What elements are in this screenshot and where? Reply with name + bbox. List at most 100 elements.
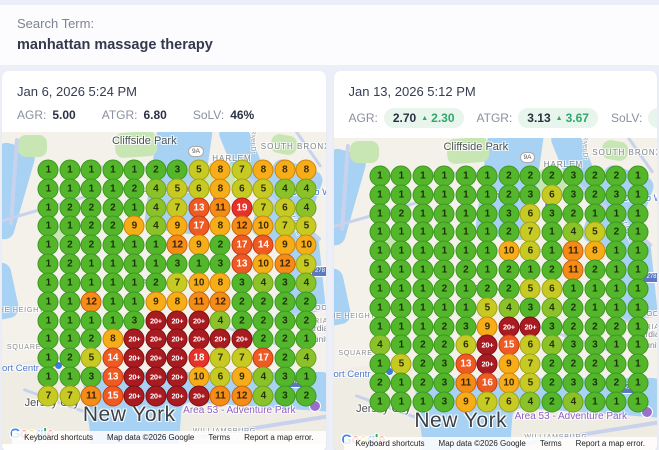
rank-pin[interactable]: 1 — [102, 310, 124, 332]
rank-pin[interactable]: 3 — [541, 316, 563, 338]
rank-pin[interactable]: 2 — [562, 353, 584, 375]
rank-pin[interactable]: 1 — [412, 297, 434, 319]
rank-pin[interactable]: 2 — [584, 316, 606, 338]
rank-pin[interactable]: 3 — [274, 385, 296, 407]
rank-pin[interactable]: 17 — [252, 347, 274, 369]
rank-pin[interactable]: 1 — [584, 391, 606, 413]
rank-pin[interactable]: 1 — [455, 221, 477, 243]
rank-pin[interactable]: 11 — [209, 385, 231, 407]
rank-pin[interactable]: 1 — [59, 310, 81, 332]
rank-pin[interactable]: 1 — [102, 272, 124, 294]
rank-pin[interactable]: 10 — [252, 253, 274, 275]
rank-pin[interactable]: 11 — [209, 197, 231, 219]
rank-pin[interactable]: 11 — [80, 385, 102, 407]
rank-pin[interactable]: 20+ — [123, 328, 145, 350]
rank-pin[interactable]: 4 — [541, 297, 563, 319]
rank-pin[interactable]: 1 — [412, 278, 434, 300]
rank-pin[interactable]: 9 — [455, 391, 477, 413]
rank-pin[interactable]: 17 — [231, 234, 253, 256]
rank-pin[interactable]: 8 — [209, 178, 231, 200]
rank-pin[interactable]: 1 — [412, 391, 434, 413]
rank-pin[interactable]: 6 — [541, 278, 563, 300]
rank-pin[interactable]: 1 — [59, 291, 81, 313]
rank-pin[interactable]: 6 — [455, 334, 477, 356]
rank-pin[interactable]: 4 — [519, 391, 541, 413]
rank-pin[interactable]: 3 — [455, 316, 477, 338]
rank-pin[interactable]: 3 — [519, 184, 541, 206]
rank-pin[interactable]: 12 — [231, 385, 253, 407]
rank-pin[interactable]: 2 — [252, 310, 274, 332]
rank-pin[interactable]: 3 — [274, 310, 296, 332]
rank-pin[interactable]: 1 — [390, 240, 412, 262]
rank-pin[interactable]: 2 — [59, 197, 81, 219]
rank-pin[interactable]: 20+ — [188, 310, 210, 332]
rank-pin[interactable]: 1 — [412, 184, 434, 206]
rank-pin[interactable]: 1 — [627, 334, 649, 356]
rank-pin[interactable]: 15 — [102, 385, 124, 407]
rank-pin[interactable]: 1 — [605, 391, 627, 413]
rank-pin[interactable]: 11 — [562, 240, 584, 262]
rank-pin[interactable]: 2 — [433, 278, 455, 300]
rank-pin[interactable]: 2 — [433, 316, 455, 338]
rank-pin[interactable]: 12 — [209, 291, 231, 313]
rank-pin[interactable]: 20+ — [519, 316, 541, 338]
rank-pin[interactable]: 6 — [209, 366, 231, 388]
rank-pin[interactable]: 1 — [80, 310, 102, 332]
rank-pin[interactable]: 1 — [369, 316, 391, 338]
rank-pin[interactable]: 8 — [209, 159, 231, 181]
rank-pin[interactable]: 7 — [252, 197, 274, 219]
rank-pin[interactable]: 2 — [605, 316, 627, 338]
rank-pin[interactable]: 1 — [390, 297, 412, 319]
rank-pin[interactable]: 20+ — [209, 328, 231, 350]
rank-pin[interactable]: 7 — [209, 347, 231, 369]
rank-pin[interactable]: 4 — [252, 385, 274, 407]
rank-pin[interactable]: 3 — [274, 272, 296, 294]
rank-pin[interactable]: 1 — [412, 259, 434, 281]
rank-pin[interactable]: 20+ — [498, 316, 520, 338]
rank-pin[interactable]: 1 — [123, 253, 145, 275]
rank-pin[interactable]: 3 — [519, 297, 541, 319]
rank-pin[interactable]: 2 — [295, 385, 317, 407]
rank-pin[interactable]: 1 — [627, 316, 649, 338]
rank-pin[interactable]: 10 — [295, 234, 317, 256]
rank-pin[interactable]: 1 — [412, 316, 434, 338]
rank-pin[interactable]: 2 — [562, 316, 584, 338]
rank-pin[interactable]: 1 — [627, 184, 649, 206]
rank-pin[interactable]: 2 — [295, 310, 317, 332]
rank-pin[interactable]: 20+ — [188, 385, 210, 407]
rank-pin[interactable]: 1 — [123, 159, 145, 181]
rank-pin[interactable]: 4 — [295, 178, 317, 200]
rank-pin[interactable]: 2 — [541, 391, 563, 413]
rank-pin[interactable]: 6 — [498, 391, 520, 413]
rank-pin[interactable]: 3 — [123, 310, 145, 332]
rank-pin[interactable]: 20+ — [145, 385, 167, 407]
rank-pin[interactable]: 1 — [476, 165, 498, 187]
rank-pin[interactable]: 4 — [209, 310, 231, 332]
report-map-error-link[interactable]: Report a map error. — [575, 439, 645, 448]
rank-pin[interactable]: 2 — [274, 291, 296, 313]
rank-pin[interactable]: 20+ — [123, 366, 145, 388]
rank-pin[interactable]: 7 — [519, 353, 541, 375]
keyboard-shortcuts-link[interactable]: Keyboard shortcuts — [355, 439, 425, 448]
rank-pin[interactable]: 6 — [519, 334, 541, 356]
rank-pin[interactable]: 1 — [369, 353, 391, 375]
rank-pin[interactable]: 9 — [476, 316, 498, 338]
rank-grid-map[interactable]: Cliffside Park SOUTH BRONX HARLEM River Dr 9… — [2, 132, 326, 444]
rank-pin[interactable]: 2 — [541, 372, 563, 394]
rank-pin[interactable]: 3 — [562, 334, 584, 356]
rank-pin[interactable]: 1 — [59, 159, 81, 181]
rank-pin[interactable]: 4 — [562, 391, 584, 413]
rank-pin[interactable]: 2 — [412, 334, 434, 356]
rank-pin[interactable]: 20+ — [145, 310, 167, 332]
rank-pin[interactable]: 13 — [455, 353, 477, 375]
rank-pin[interactable]: 4 — [252, 272, 274, 294]
rank-pin[interactable]: 1 — [369, 259, 391, 281]
rank-pin[interactable]: 20+ — [476, 334, 498, 356]
rank-pin[interactable]: 1 — [390, 316, 412, 338]
report-map-error-link[interactable]: Report a map error. — [244, 433, 314, 442]
rank-pin[interactable]: 3 — [605, 184, 627, 206]
rank-pin[interactable]: 20+ — [123, 385, 145, 407]
keyboard-shortcuts-link[interactable]: Keyboard shortcuts — [24, 433, 94, 442]
rank-pin[interactable]: 20+ — [231, 328, 253, 350]
rank-grid-map[interactable]: Cliffside Park SOUTH BRONX HARLEM River Dr 9… — [333, 138, 657, 450]
